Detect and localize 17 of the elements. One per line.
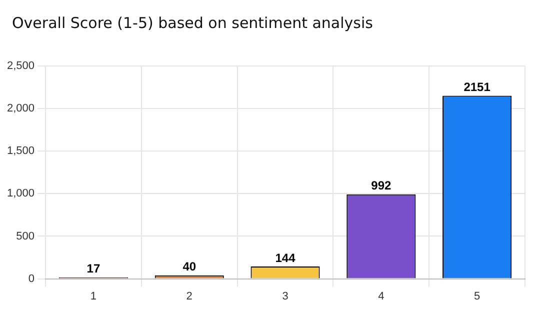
y-tick-label: 500 <box>16 230 35 242</box>
chart-title: Overall Score (1-5) based on sentiment analysis <box>12 14 373 32</box>
x-tick-label: 4 <box>378 290 384 302</box>
y-tick-label: 1,500 <box>6 145 35 158</box>
x-tick-label: 3 <box>282 290 288 302</box>
data-label: 992 <box>371 178 392 193</box>
y-tick-label: 0 <box>28 272 35 285</box>
x-tick-label: 2 <box>186 290 192 302</box>
y-tick-label: 1,000 <box>6 188 35 200</box>
data-label: 40 <box>182 260 196 274</box>
x-tick-label: 1 <box>90 290 97 302</box>
y-tick-label: 2,000 <box>6 102 35 115</box>
data-label: 17 <box>86 262 100 276</box>
x-tick-label: 5 <box>474 290 480 302</box>
data-label: 144 <box>275 250 296 265</box>
data-label: 2151 <box>464 80 491 94</box>
y-tick-label: 2,500 <box>6 60 35 72</box>
